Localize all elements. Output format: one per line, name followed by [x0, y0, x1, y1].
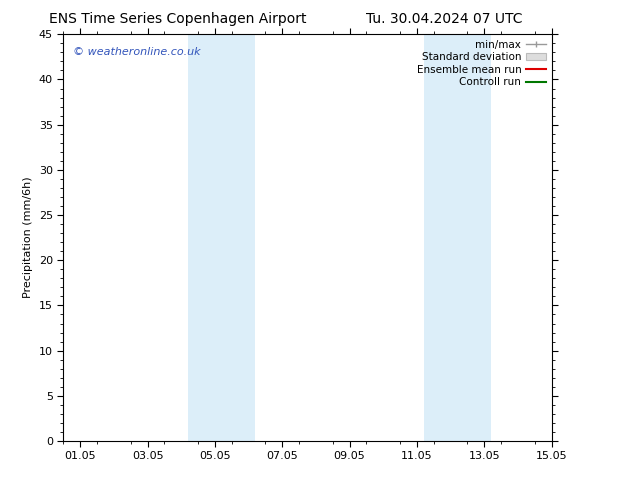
Text: Tu. 30.04.2024 07 UTC: Tu. 30.04.2024 07 UTC [366, 12, 522, 26]
Bar [188, 34, 256, 441]
Bar [424, 34, 491, 441]
Legend: min/max, Standard deviation, Ensemble mean run, Controll run: min/max, Standard deviation, Ensemble me… [417, 40, 547, 87]
Y-axis label: Precipitation (mm/6h): Precipitation (mm/6h) [23, 177, 34, 298]
Text: ENS Time Series Copenhagen Airport: ENS Time Series Copenhagen Airport [49, 12, 306, 26]
Text: © weatheronline.co.uk: © weatheronline.co.uk [73, 47, 201, 56]
Title: ENS Time Series Copenhagen Airport    Tu. 30.04.2024 07 UTC: ENS Time Series Copenhagen Airport Tu. 3… [0, 489, 1, 490]
